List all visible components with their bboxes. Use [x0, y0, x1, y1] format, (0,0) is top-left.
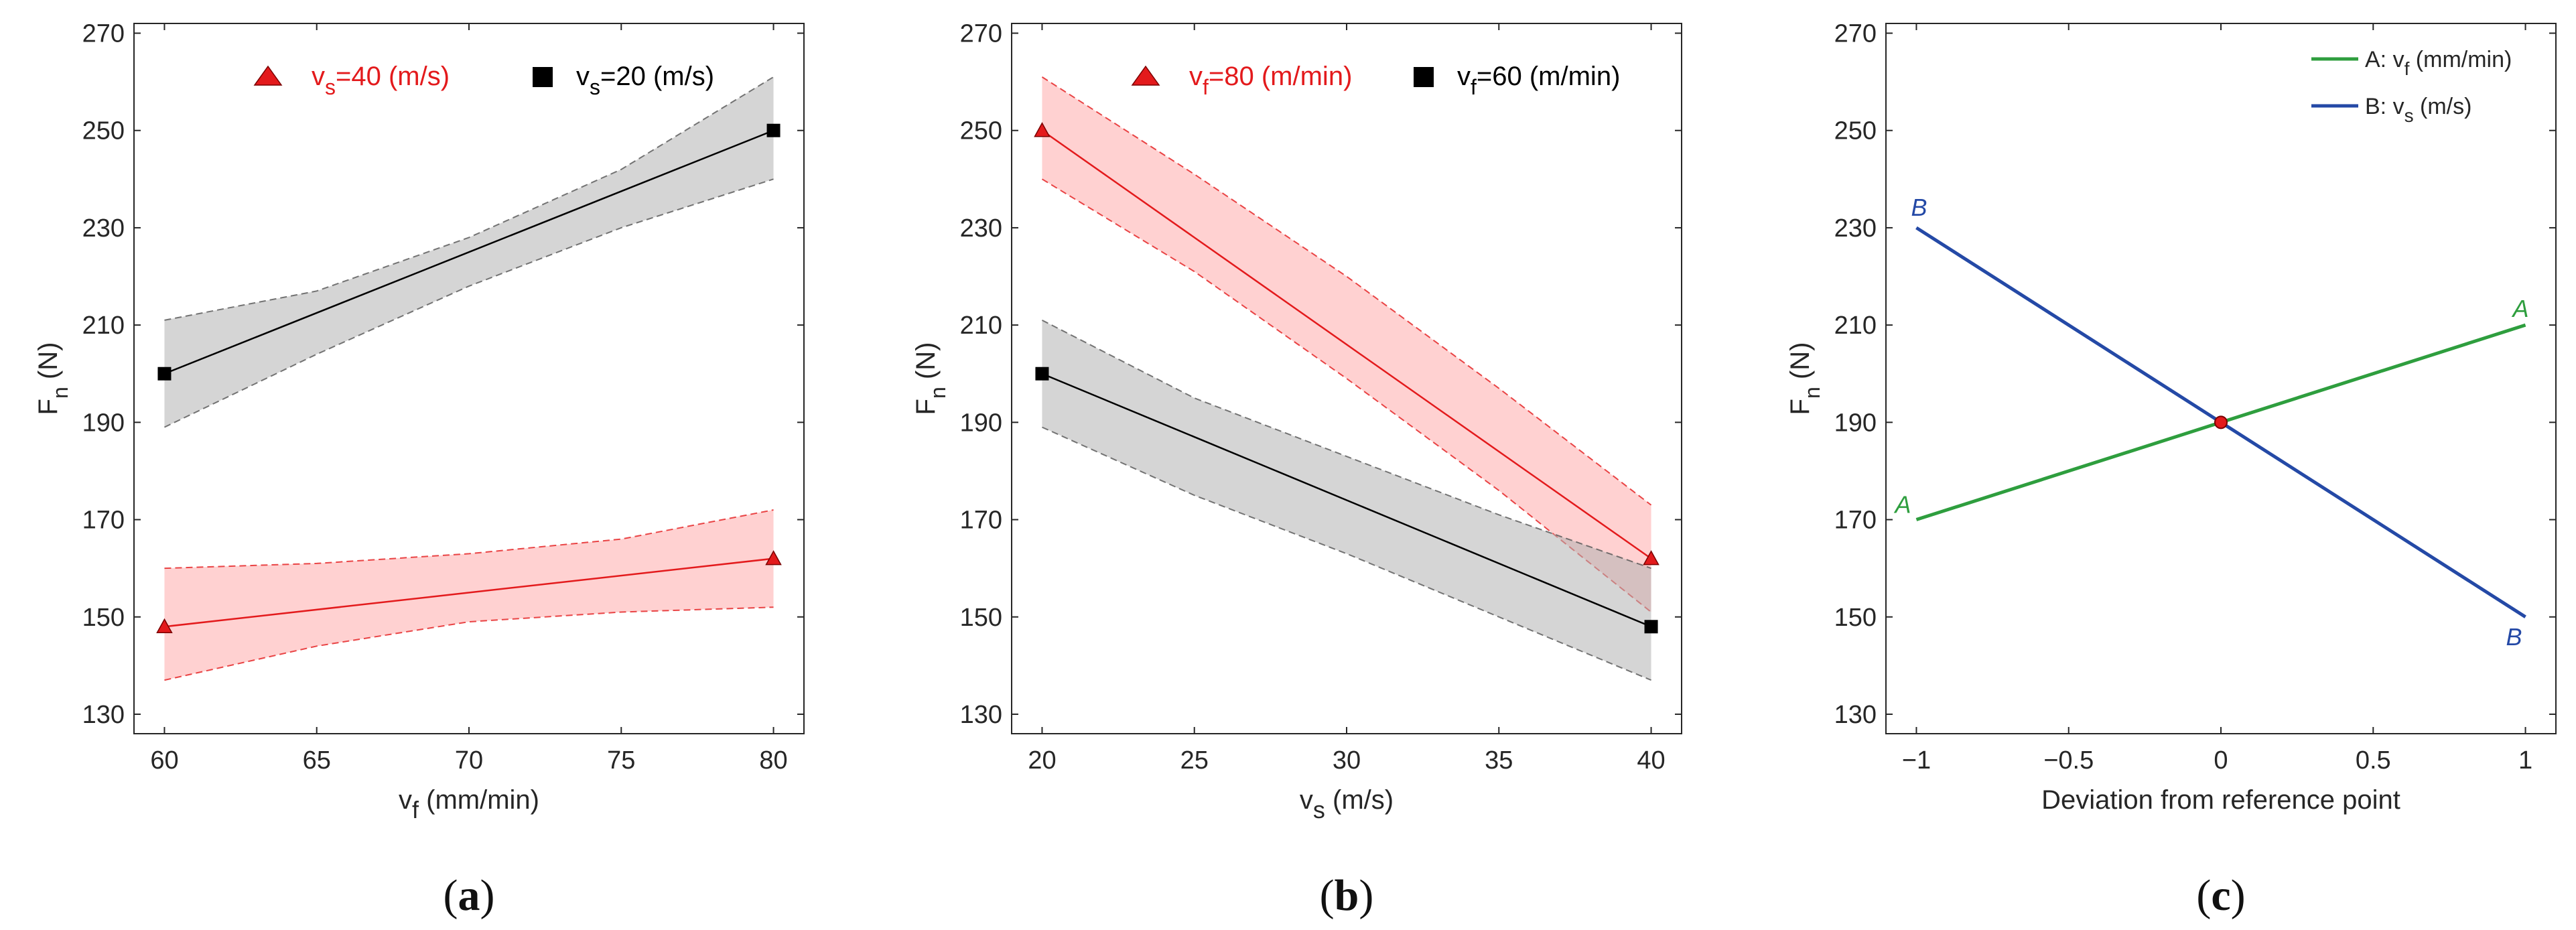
x-tick-label: 35 — [1485, 746, 1513, 775]
chart-panel-a: 130 150 170 190 210 230 250 270 60 65 70 75 80 vf (mm… — [33, 20, 805, 920]
band-upper-bound-0 — [164, 509, 774, 570]
line-end-label: B — [2506, 623, 2522, 651]
y-tick-label: 210 — [1834, 312, 1877, 340]
series-line-0 — [1041, 129, 1652, 559]
x-axis-label: Deviation from reference point — [2041, 785, 2400, 815]
y-tick-label: 130 — [1834, 701, 1877, 729]
chart-panel-c: A A B B 130 150 170 190 210 230 250 270 −1 −0.5 0 0.5 1 D… — [1785, 20, 2557, 920]
x-axis-label: vf (mm/min) — [399, 785, 539, 823]
band-upper-bound-1 — [1041, 319, 1651, 570]
x-tick-label: 60 — [150, 746, 178, 775]
y-tick-label: 150 — [82, 604, 125, 632]
data-point-triangle — [1034, 122, 1050, 137]
x-tick-label: 70 — [455, 746, 483, 775]
plot-area — [1885, 23, 2557, 734]
legend-label: A: vf (mm/min) — [2365, 47, 2512, 79]
x-tick-label: 1 — [2518, 746, 2532, 775]
y-tick-label: 230 — [960, 214, 1002, 243]
y-tick-label: 190 — [1834, 409, 1877, 437]
y-tick-label: 210 — [82, 312, 125, 340]
x-axis-label: vs (m/s) — [1300, 785, 1394, 823]
y-tick-label: 270 — [960, 20, 1002, 48]
y-tick-label: 170 — [82, 507, 125, 535]
x-tick-label: 75 — [607, 746, 635, 775]
y-tick-label: 210 — [960, 312, 1002, 340]
legend-label: vs=20 (m/s) — [576, 62, 714, 99]
series-line-1 — [163, 129, 774, 375]
y-tick-label: 150 — [960, 604, 1002, 632]
line-end-label: A — [1893, 491, 1911, 519]
chart-panel-b: 130 150 170 190 210 230 250 270 20 25 30 35 40 vs (m/… — [911, 20, 1682, 920]
y-tick-label: 250 — [82, 117, 125, 145]
line-end-label: B — [1911, 194, 1927, 221]
y-tick-label: 230 — [82, 214, 125, 243]
x-tick-label: 65 — [303, 746, 331, 775]
y-tick-label: 150 — [1834, 604, 1877, 632]
legend-marker-triangle — [253, 65, 283, 86]
legend-label: vf=80 (m/min) — [1189, 62, 1352, 99]
x-tick-label: 20 — [1028, 746, 1056, 775]
x-tick-label: 30 — [1333, 746, 1361, 775]
reference-point — [2214, 415, 2228, 429]
line-end-label: A — [2512, 295, 2529, 322]
legend-label: B: vs (m/s) — [2365, 94, 2471, 126]
y-axis-label: Fn (N) — [33, 342, 72, 415]
legend-label: vs=40 (m/s) — [312, 62, 450, 99]
x-tick-label: 25 — [1180, 746, 1209, 775]
panel-label: (c) — [2196, 871, 2245, 920]
x-tick-label: 0.5 — [2356, 746, 2391, 775]
band-lower-bound-0 — [1041, 178, 1652, 613]
series-line-0 — [164, 557, 774, 628]
data-point-square — [1644, 620, 1658, 634]
panel-label: (a) — [444, 871, 495, 920]
confidence-band-0 — [164, 510, 774, 681]
y-tick-label: 250 — [960, 117, 1002, 145]
data-point-triangle — [156, 618, 173, 634]
y-tick-label: 170 — [1834, 507, 1877, 535]
y-tick-label: 270 — [82, 20, 125, 48]
x-tick-label: −0.5 — [2043, 746, 2094, 775]
y-tick-label: 130 — [82, 701, 125, 729]
y-tick-label: 270 — [1834, 20, 1877, 48]
x-tick-label: 80 — [759, 746, 787, 775]
legend-marker-square — [533, 67, 553, 87]
legend-marker-triangle — [1131, 65, 1160, 86]
data-point-triangle — [765, 550, 782, 566]
y-tick-label: 170 — [960, 507, 1002, 535]
panel-label: (b) — [1320, 871, 1374, 920]
y-axis-label: Fn (N) — [1785, 342, 1824, 415]
y-axis-label: Fn (N) — [911, 342, 950, 415]
y-tick-label: 190 — [82, 409, 125, 437]
y-tick-label: 130 — [960, 701, 1002, 729]
data-point-square — [766, 123, 781, 137]
legend-marker-square — [1414, 67, 1434, 87]
data-point-square — [157, 367, 172, 381]
x-tick-label: 0 — [2214, 746, 2228, 775]
y-tick-label: 190 — [960, 409, 1002, 437]
x-tick-label: 40 — [1637, 746, 1665, 775]
data-point-triangle — [1643, 550, 1659, 566]
data-point-square — [1035, 367, 1049, 381]
x-tick-label: −1 — [1902, 746, 1931, 775]
band-lower-bound-1 — [164, 178, 774, 428]
legend-label: vf=60 (m/min) — [1457, 62, 1620, 99]
y-tick-label: 230 — [1834, 214, 1877, 243]
band-lower-bound-1 — [1042, 426, 1651, 681]
band-upper-bound-0 — [1041, 76, 1652, 506]
series-line-1 — [1041, 373, 1652, 628]
band-upper-bound-1 — [164, 76, 774, 321]
y-tick-label: 250 — [1834, 117, 1877, 145]
